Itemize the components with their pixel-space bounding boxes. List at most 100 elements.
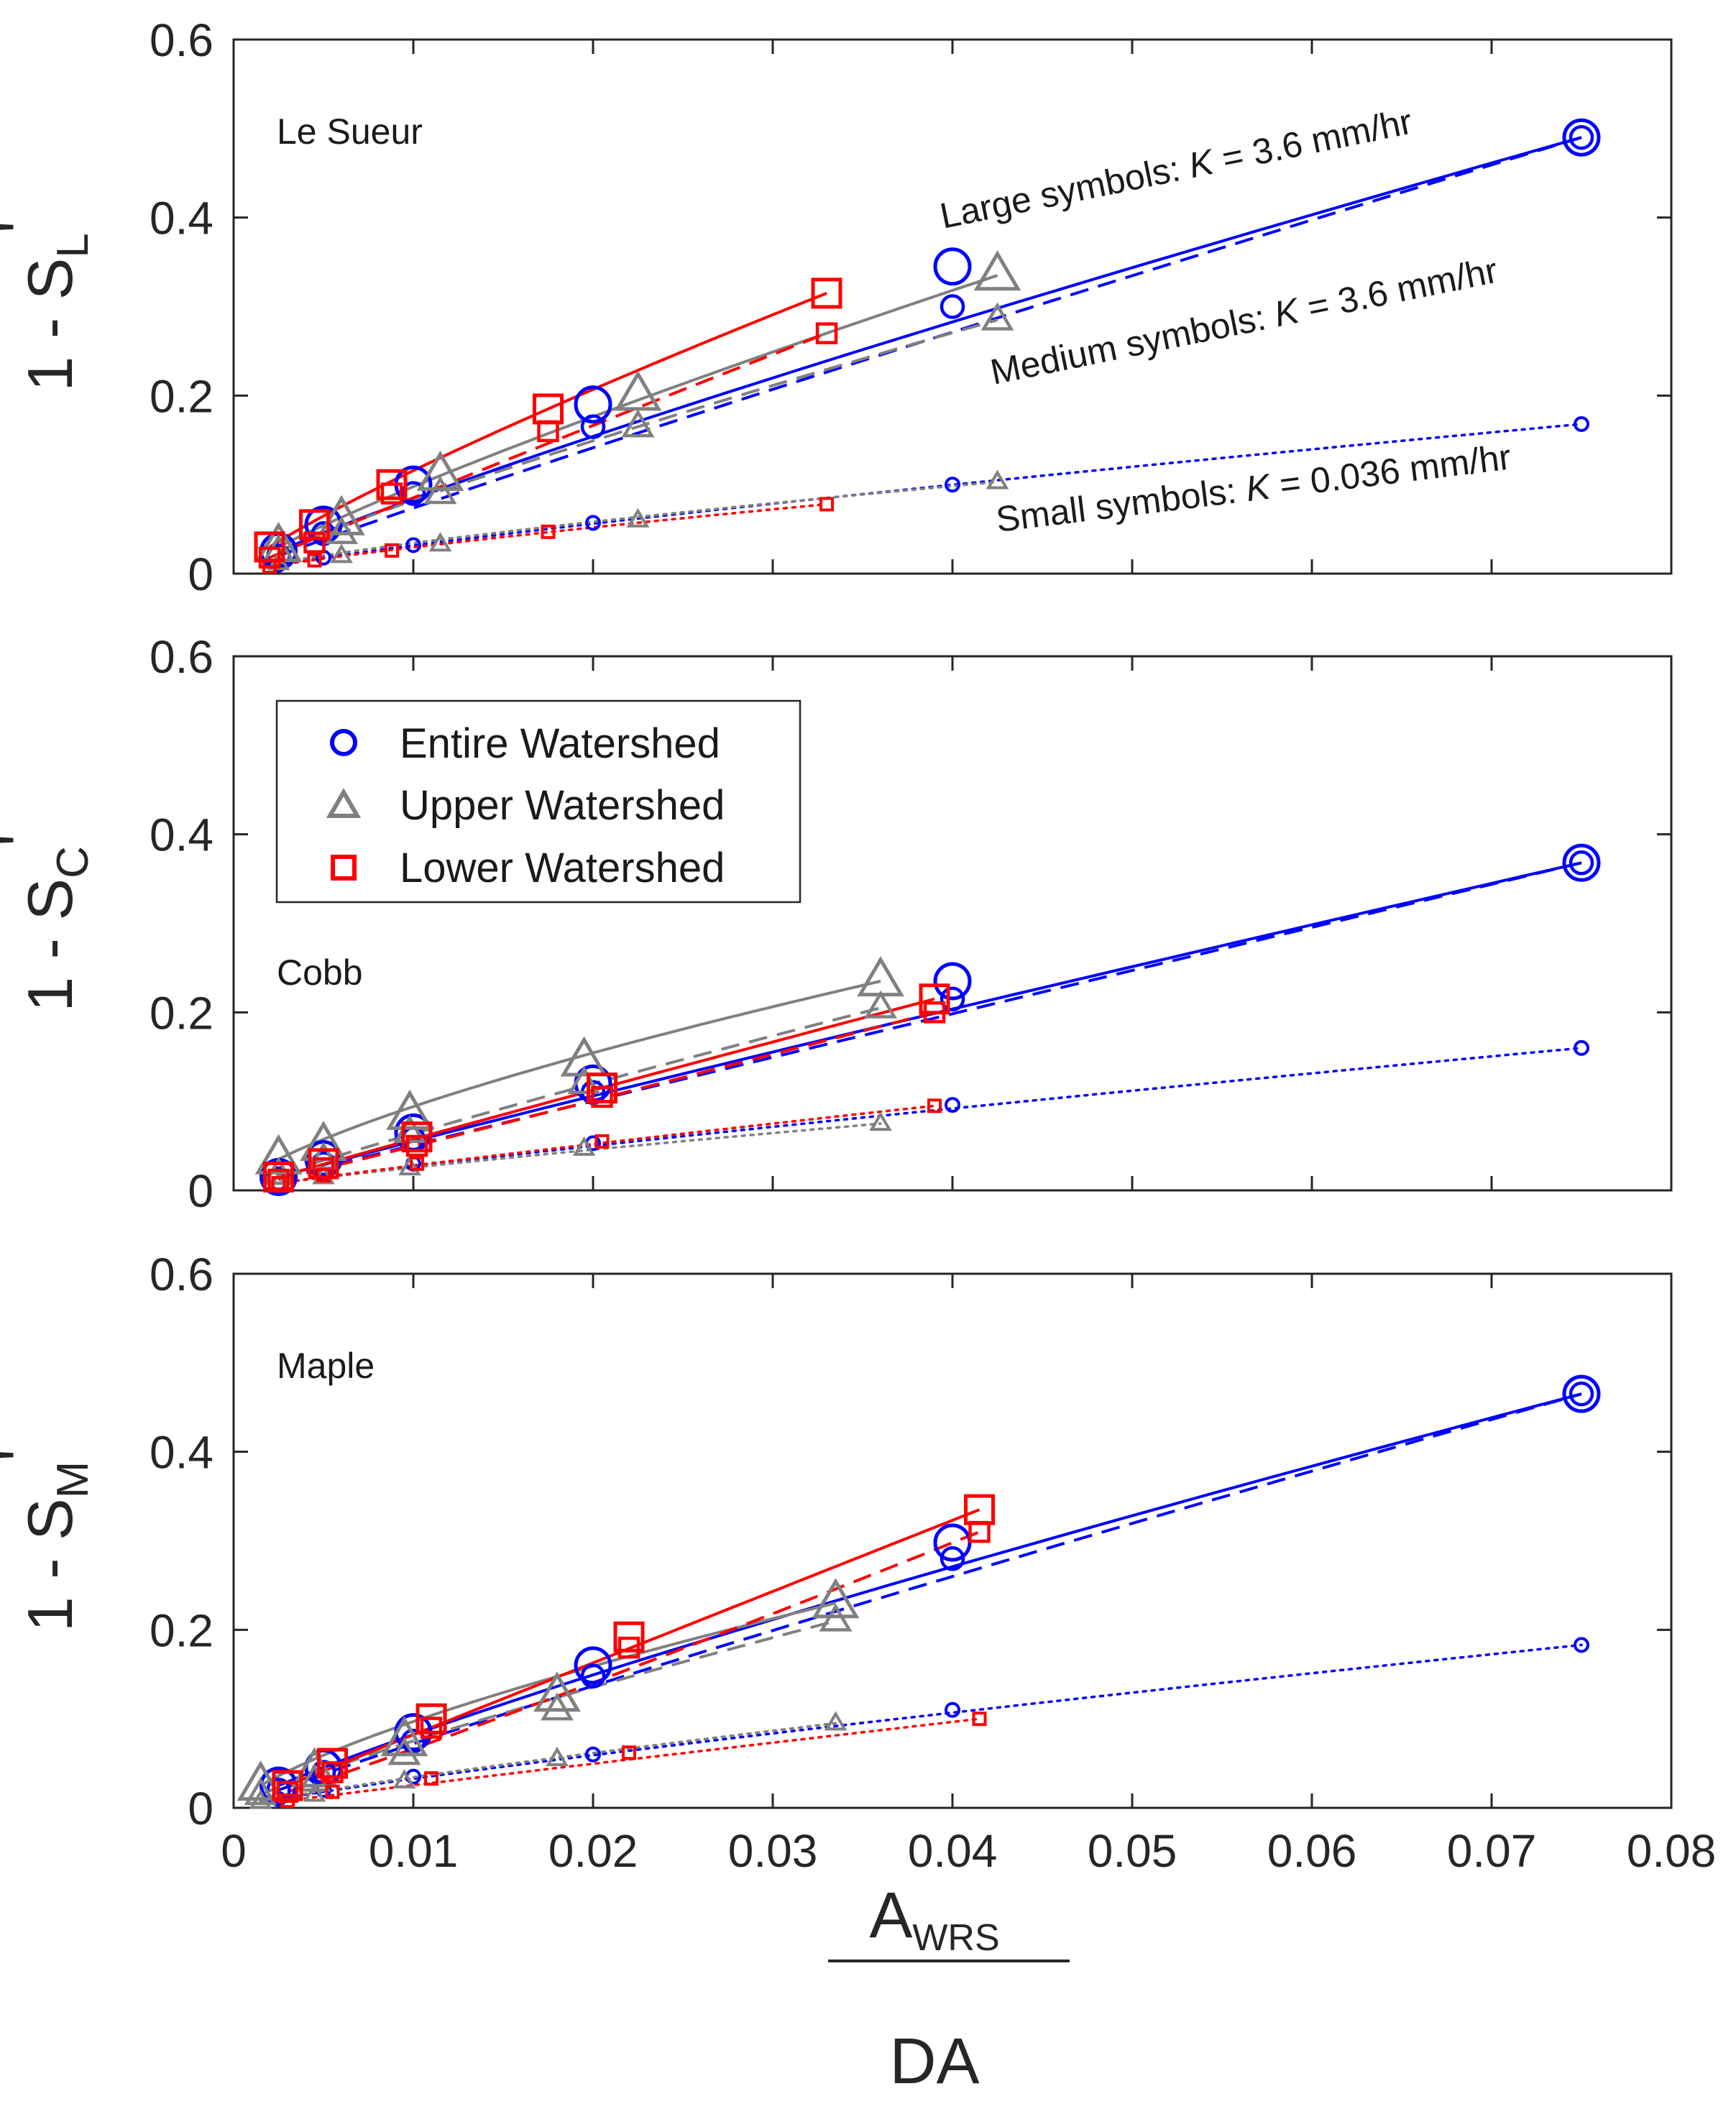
series-line-lower-medium [287,1530,980,1793]
point-lower-small [927,1098,942,1113]
panel-title: Le Sueur [277,111,423,152]
point-lower-large [299,509,330,541]
point-entire-medium [1569,1381,1594,1407]
x-tick-label: 0.05 [1088,1825,1177,1877]
point-upper-medium [864,990,897,1019]
panel-maple: 0 0.2 0.4 0.6 Maple 1 - SM' [0,1249,1673,1834]
point-upper-small [869,1111,892,1131]
series-line-upper-large [260,1602,836,1787]
point-lower-medium [591,1085,613,1108]
point-lower-large [263,1161,294,1193]
point-upper-small [626,507,650,528]
point-entire-small [945,1097,960,1113]
point-lower-medium [303,531,326,553]
x-tick-label: 0.04 [908,1825,998,1877]
y-label-main: 1 - S [14,878,86,1012]
x-tick-label: 0.08 [1627,1825,1717,1877]
point-lower-large [811,277,842,309]
point-entire-large [933,962,972,1001]
series-line-upper-small [277,1122,882,1185]
point-lower-large [376,469,408,500]
point-entire-medium [940,294,965,319]
y-label-sub: C [48,846,98,878]
point-lower-small [271,1176,286,1191]
point-lower-small [594,1134,610,1149]
axes-box [232,1272,1673,1809]
y-tick-label: 0 [188,1165,213,1217]
point-entire-small [1574,1039,1589,1056]
point-lower-small [541,524,556,539]
legend-square-marker [331,855,357,881]
y-tick-label: 0 [188,1783,213,1834]
svg-text:1 - SL': 1 - SL' [0,221,98,391]
svg-text:AWRS: AWRS [869,1880,999,1959]
point-lower-small [316,1167,331,1182]
y-tick-label: 0.4 [150,809,213,861]
point-entire-small [1574,415,1589,432]
point-lower-medium [968,1520,991,1543]
point-lower-small [385,543,399,558]
point-entire-large [574,1646,612,1685]
series-line-entire-medium [278,861,1582,1180]
point-entire-medium [1569,850,1594,876]
point-lower-medium [617,1636,640,1659]
point-upper-small [572,1136,596,1156]
point-entire-medium [580,1663,606,1689]
y-tick-label: 0.2 [150,987,213,1039]
panel-cobb: 0 0.2 0.4 0.6 Cobb 1 - SC' Entire Watershed… [0,631,1673,1217]
point-lower-medium [537,420,559,443]
x-tick-label: 0.03 [728,1825,818,1877]
y-label-prime: ' [0,1449,57,1461]
x-label-numerator: A [869,1880,912,1952]
point-lower-large [587,1072,617,1104]
point-upper-large [386,1089,433,1130]
legend: Entire Watershed Upper Watershed Lower W… [275,699,802,904]
point-entire-large [574,385,612,424]
point-lower-medium [405,1134,428,1157]
point-upper-small [428,532,452,552]
y-label-sub: L [48,233,98,257]
point-lower-medium [276,1781,299,1803]
point-upper-medium [387,1737,421,1765]
point-upper-large [533,1671,581,1712]
legend-entire-label: Entire Watershed [400,720,720,767]
point-lower-medium [312,1157,335,1180]
point-lower-small [307,553,322,568]
point-upper-large [812,1578,860,1619]
point-upper-large [416,450,464,491]
y-axis-label: 1 - SC' [0,834,98,1011]
point-lower-medium [923,1001,946,1024]
point-lower-small [325,1784,340,1799]
point-entire-medium [580,414,606,439]
point-upper-large [236,1760,285,1801]
point-lower-small [819,497,834,512]
y-tick-label: 0.4 [150,193,213,244]
point-entire-medium [940,1546,965,1571]
series-markers [236,1374,1601,1809]
point-entire-small [1574,1637,1589,1653]
point-lower-small [424,1771,438,1786]
point-entire-small [585,515,601,531]
series-line-entire-large [277,136,1582,553]
point-upper-medium [819,1603,853,1632]
point-lower-small [280,1793,295,1809]
point-upper-medium [621,409,655,438]
series-line-upper-medium [277,1006,881,1176]
y-tick-label: 0.2 [150,1604,213,1656]
point-upper-small [303,1782,326,1802]
panel-le-sueur: 00.20.40.6 Le Sueur 1 - SL' Large symbol… [0,14,1673,600]
series-line-lower-large [268,292,827,548]
x-label-sub: WRS [912,1917,999,1959]
point-upper-medium [244,1776,277,1806]
svg-text:1 - SM': 1 - SM' [0,1449,98,1632]
x-tick-labels: 0 0.01 0.02 0.03 0.04 0.05 0.06 0.07 0.08 [221,1825,1716,1877]
y-label-prime: ' [0,221,57,233]
point-lower-small [622,1745,636,1760]
y-label-main: 1 - S [14,1498,86,1632]
point-entire-small [945,477,960,493]
y-label-prime: ' [0,834,57,846]
point-upper-small [392,1768,416,1788]
point-lower-large [317,1747,348,1779]
legend-triangle-marker [326,787,362,818]
x-label-denominator: DA [889,2026,979,2098]
